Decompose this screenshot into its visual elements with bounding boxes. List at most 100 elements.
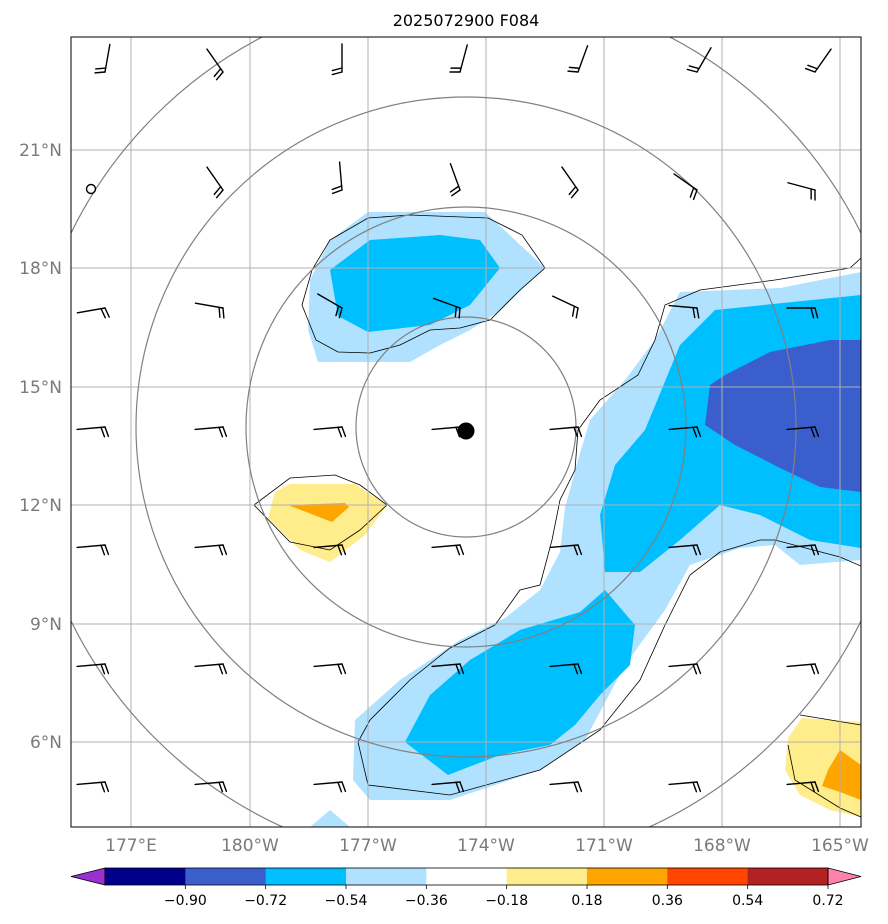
wind-barb [432,297,461,319]
colorbar-tick-label: −0.18 [485,893,528,909]
lon-label: 177°W [339,836,397,856]
colorbar-segment [506,868,588,885]
longitude-labels: 177°E 180°W 177°W 174°W 171°W 168°W 165°… [105,836,869,856]
wind-barb [76,663,110,675]
wind-barb [549,781,583,793]
lon-label: 174°W [457,836,515,856]
wind-barb [76,307,110,319]
wind-barb [313,663,347,675]
wind-barb [673,173,698,201]
graticule [71,37,861,827]
wind-barb [804,48,832,73]
lon-label: 180°W [221,836,279,856]
wind-barb [331,161,343,195]
map-frame [70,36,862,828]
colorbar-segment [105,868,186,885]
lon-label: 171°W [575,836,633,856]
wind-barb [786,544,820,556]
wind-barb [549,663,583,675]
wind-barb [561,166,579,199]
wind-barb [313,426,347,438]
wind-barb [76,781,110,793]
wind-barb [549,544,583,556]
lon-label: 168°W [693,836,751,856]
lat-label: 12°N [19,496,62,516]
lat-label: 15°N [19,378,62,398]
lat-label: 18°N [19,259,62,279]
range-ring-2 [245,206,687,648]
storm-center-marker [457,422,475,440]
shade-orange-west [288,503,349,522]
wind-barb [313,781,347,793]
wind-barb [686,47,712,73]
colorbar-tick-label: 0.72 [812,893,843,909]
shade-royal-blue-east [705,340,861,492]
shade-orange-se [822,750,861,800]
wind-barb [194,426,228,438]
wind-barb [431,663,465,675]
wind-barb [668,663,702,675]
wind-barb [76,426,110,438]
wind-barb [194,302,225,319]
map-plot-area [71,37,861,827]
colorbar-tick-label: −0.54 [325,893,368,909]
range-rings [71,37,861,827]
colorbar-tick-label: −0.36 [405,893,448,909]
wind-barb [668,304,700,319]
colorbar-segment [587,868,668,885]
wind-barb [449,162,461,197]
lat-label: 21°N [19,141,62,161]
wind-barb [786,663,820,675]
range-ring-3 [135,96,797,758]
colorbar-segment [747,868,829,885]
wind-barb [786,426,820,438]
colorbar-segment [667,868,749,885]
wind-barb [431,781,465,793]
wind-barb [668,426,702,438]
wind-barb [76,544,110,556]
lat-label: 9°N [30,615,62,635]
wind-barb [94,43,111,74]
wind-barb [551,295,579,319]
colorbar-tick-label: −0.72 [244,893,287,909]
wind-barb [431,544,465,556]
wind-barb [567,44,589,73]
calm-wind-marker [85,183,97,195]
wind-barbs [76,43,832,793]
wind-barb [668,544,702,556]
lon-label: 177°E [105,836,157,856]
wind-barb [194,663,228,675]
wind-barb [206,48,224,81]
wind-barb [331,43,343,76]
colorbar-segment [185,868,267,885]
colorbar-extend-high [827,867,862,886]
lat-label: 6°N [30,733,62,753]
wind-barb [786,307,819,319]
map-title: 2025072900 F084 [393,11,540,30]
colorbar-tick-label: 0.36 [652,893,683,909]
latitude-labels: 21°N 18°N 15°N 12°N 9°N 6°N [19,141,62,753]
wind-barb [206,166,224,199]
contour-lines [253,214,861,818]
wind-barb [194,544,228,556]
colorbar-tick-label: −0.90 [164,893,207,909]
wind-barb [194,781,228,793]
lon-label: 165°W [811,836,869,856]
wind-barb [786,781,820,793]
shaded-field [268,212,861,827]
wind-barb [549,426,583,438]
colorbar-tick-label: 0.18 [571,893,602,909]
wind-barb [449,44,468,73]
shade-blue-south [405,590,635,775]
wind-barb [787,182,816,201]
wind-barb [668,781,702,793]
shade-yellow-west [268,484,387,562]
colorbar-segment [426,868,508,885]
colorbar-frame [104,867,829,886]
wind-barb [317,293,343,319]
shade-light-blue-small [310,810,350,827]
colorbar-segment [265,868,347,885]
colorbar-extend-low [70,867,106,886]
wind-barb [313,544,347,556]
